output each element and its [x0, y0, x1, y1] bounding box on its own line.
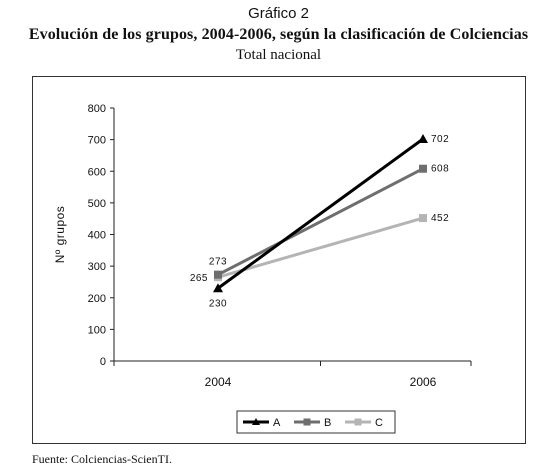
- y-tick-label: 0: [100, 356, 106, 368]
- data-label-a: 702: [431, 134, 449, 145]
- y-tick-label: 200: [88, 293, 106, 305]
- chart-title: Evolución de los grupos, 2004-2006, segú…: [28, 26, 529, 43]
- data-label-a: 230: [209, 298, 227, 309]
- data-label-b: 273: [209, 257, 227, 268]
- source-note: Fuente: Colciencias-ScienTI.: [32, 452, 172, 466]
- data-label-c: 265: [190, 273, 208, 284]
- x-tick-label: 2006: [410, 375, 437, 389]
- legend-marker-a: [252, 418, 260, 425]
- series-line-a: [217, 137, 424, 290]
- data-point-a: [418, 133, 428, 143]
- y-tick-label: 100: [88, 324, 106, 336]
- data-point-a: [213, 283, 223, 293]
- legend-marker-c: [354, 418, 362, 426]
- line-chart: 0 100 200 300 400 500 600 700 800 2004 2006 Nº grup…: [53, 103, 472, 434]
- data-label-b: 608: [431, 164, 449, 175]
- legend-marker-b: [303, 418, 311, 426]
- y-tick-label: 300: [88, 261, 106, 273]
- data-point-b: [419, 164, 427, 173]
- data-label-c: 452: [431, 213, 449, 224]
- y-tick-label: 500: [88, 198, 106, 210]
- data-point-c: [419, 214, 427, 223]
- y-axis-label: Nº grupos: [53, 206, 67, 264]
- series-line-b: [217, 167, 424, 276]
- figure-label: Gráfico 2: [248, 5, 309, 22]
- series-line-c: [217, 216, 424, 279]
- legend-label-c: C: [375, 417, 383, 429]
- data-point-b: [214, 270, 222, 279]
- chart-frame: 0 100 200 300 400 500 600 700 800 2004 2006 Nº grup…: [32, 76, 526, 444]
- x-tick-label: 2004: [205, 375, 232, 389]
- y-tick-label: 800: [88, 103, 106, 115]
- legend-label-b: B: [324, 417, 331, 429]
- y-tick-label: 700: [88, 135, 106, 147]
- chart-subtitle: Total nacional: [235, 47, 322, 63]
- y-tick-label: 600: [88, 166, 106, 178]
- y-tick-label: 400: [88, 230, 106, 242]
- legend-label-a: A: [273, 417, 281, 429]
